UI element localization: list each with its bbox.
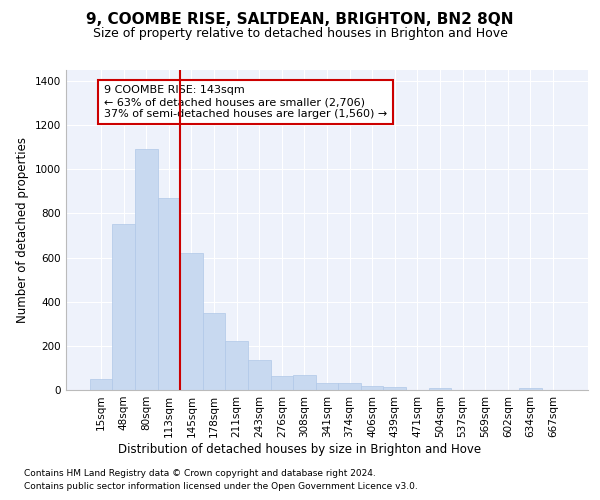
Text: 9 COOMBE RISE: 143sqm
← 63% of detached houses are smaller (2,706)
37% of semi-d: 9 COOMBE RISE: 143sqm ← 63% of detached … xyxy=(104,86,387,118)
Y-axis label: Number of detached properties: Number of detached properties xyxy=(16,137,29,323)
Bar xyxy=(180,253,203,390)
Bar xyxy=(203,313,226,390)
Bar xyxy=(112,224,135,390)
Bar xyxy=(158,198,180,390)
Text: 9, COOMBE RISE, SALTDEAN, BRIGHTON, BN2 8QN: 9, COOMBE RISE, SALTDEAN, BRIGHTON, BN2 … xyxy=(86,12,514,28)
Bar xyxy=(226,342,248,390)
Bar xyxy=(316,384,338,390)
Bar xyxy=(293,374,316,390)
Bar xyxy=(338,384,361,390)
Bar xyxy=(519,388,542,390)
Bar xyxy=(428,388,451,390)
Text: Size of property relative to detached houses in Brighton and Hove: Size of property relative to detached ho… xyxy=(92,28,508,40)
Bar xyxy=(248,360,271,390)
Bar xyxy=(383,386,406,390)
Bar xyxy=(135,150,158,390)
Bar xyxy=(90,379,112,390)
Text: Contains HM Land Registry data © Crown copyright and database right 2024.: Contains HM Land Registry data © Crown c… xyxy=(24,468,376,477)
Text: Distribution of detached houses by size in Brighton and Hove: Distribution of detached houses by size … xyxy=(118,442,482,456)
Text: Contains public sector information licensed under the Open Government Licence v3: Contains public sector information licen… xyxy=(24,482,418,491)
Bar xyxy=(361,386,383,390)
Bar xyxy=(271,376,293,390)
